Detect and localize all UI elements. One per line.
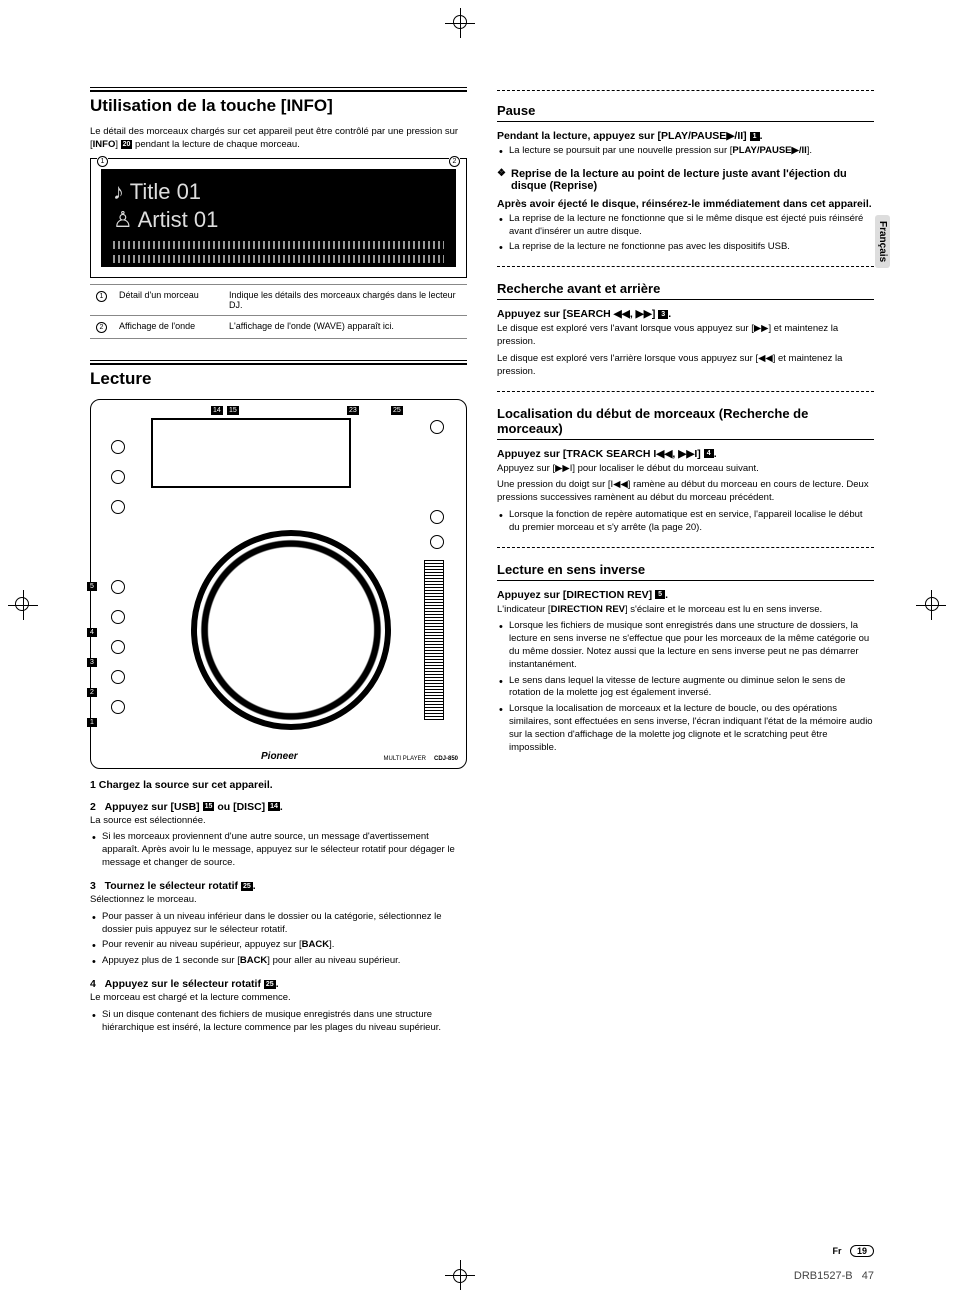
section-title-lecture: Lecture — [90, 363, 467, 389]
step-3-head: 3 Tournez le sélecteur rotatif 25. — [90, 880, 467, 892]
list-item: Lorsque la fonction de repère automatiqu… — [509, 509, 874, 535]
dev-num: 5 — [87, 582, 97, 591]
device-diagram: 14 15 23 25 5 4 3 2 1 Pioneer MULTI PLAY… — [90, 399, 467, 769]
list-item: Appuyez plus de 1 seconde sur [BACK] pou… — [102, 955, 467, 968]
reg-mark — [453, 15, 467, 29]
pause-instruction: Pendant la lecture, appuyez sur [PLAY/PA… — [497, 130, 874, 142]
search-instruction: Appuyez sur [SEARCH ◀◀, ▶▶] 3. — [497, 308, 874, 320]
dev-num: 4 — [87, 628, 97, 637]
right-column: Pause Pendant la lecture, appuyez sur [P… — [497, 90, 874, 1037]
row-num: 1 — [96, 291, 107, 302]
info-intro: Le détail des morceaux chargés sur cet a… — [90, 126, 467, 152]
step-3-text: Sélectionnez le morceau. — [90, 894, 467, 907]
dev-num: 2 — [87, 688, 97, 697]
step-2-text: La source est sélectionnée. — [90, 815, 467, 828]
track-list: Lorsque la fonction de repère automatiqu… — [497, 509, 874, 535]
list-item: Lorsque la localisation de morceaux et l… — [509, 703, 874, 754]
list-item: La reprise de la lecture ne fonctionne q… — [509, 213, 874, 239]
sub-title-track: Localisation du début de morceaux (Reche… — [497, 406, 874, 440]
row-label: Affichage de l'onde — [113, 315, 223, 338]
list-item: Pour revenir au niveau supérieur, appuye… — [102, 939, 467, 952]
page-number: Fr 19 — [832, 1246, 874, 1256]
multi-label: MULTI PLAYER — [384, 756, 426, 762]
display-title: ♪ Title 01 — [113, 179, 444, 205]
step-3-list: Pour passer à un niveau inférieur dans l… — [90, 911, 467, 968]
dev-num: 15 — [227, 406, 239, 415]
track-instruction: Appuyez sur [TRACK SEARCH I◀◀, ▶▶I] 4. — [497, 448, 874, 460]
search-p2: Le disque est exploré vers l'arrière lor… — [497, 353, 874, 379]
reg-mark — [453, 1269, 467, 1283]
divider — [497, 391, 874, 392]
divider — [497, 547, 874, 548]
sub-title-reverse: Lecture en sens inverse — [497, 562, 874, 581]
page-content: Utilisation de la touche [INFO] Le détai… — [90, 90, 874, 1037]
reprise-instruction: Après avoir éjecté le disque, réinsérez-… — [497, 198, 874, 210]
dev-num: 3 — [87, 658, 97, 667]
list-item: Si un disque contenant des fichiers de m… — [102, 1009, 467, 1035]
display-waveform — [113, 241, 444, 263]
search-p1: Le disque est exploré vers l'avant lorsq… — [497, 323, 874, 349]
left-column: Utilisation de la touche [INFO] Le détai… — [90, 90, 467, 1037]
table-row: 1 Détail d'un morceau Indique les détail… — [90, 284, 467, 315]
divider — [497, 90, 874, 91]
reverse-instruction: Appuyez sur [DIRECTION REV] 5. — [497, 589, 874, 601]
dev-num: 1 — [87, 718, 97, 727]
reg-mark — [925, 597, 939, 611]
pause-list: La lecture se poursuit par une nouvelle … — [497, 145, 874, 158]
reprise-head: Reprise de la lecture au point de lectur… — [497, 168, 874, 192]
sub-title-search: Recherche avant et arrière — [497, 281, 874, 300]
list-item: Le sens dans lequel la vitesse de lectur… — [509, 675, 874, 701]
language-tab: Français — [875, 215, 890, 268]
step-2-list: Si les morceaux proviennent d'une autre … — [90, 831, 467, 869]
table-row: 2 Affichage de l'onde L'affichage de l'o… — [90, 315, 467, 338]
step-4-list: Si un disque contenant des fichiers de m… — [90, 1009, 467, 1035]
row-num: 2 — [96, 322, 107, 333]
step-1-head: 1 Chargez la source sur cet appareil. — [90, 779, 467, 791]
callout-1: 1 — [97, 155, 108, 167]
reverse-list: Lorsque les fichiers de musique sont enr… — [497, 620, 874, 754]
callout-2: 2 — [449, 155, 460, 167]
step-2-head: 2 Appuyez sur [USB] 15 ou [DISC] 14. — [90, 801, 467, 813]
reg-mark — [15, 597, 29, 611]
row-desc: Indique les détails des morceaux chargés… — [223, 284, 467, 315]
step-4-head: 4 Appuyez sur le sélecteur rotatif 25. — [90, 978, 467, 990]
step-4-text: Le morceau est chargé et la lecture comm… — [90, 992, 467, 1005]
section-title-info: Utilisation de la touche [INFO] — [90, 90, 467, 116]
brand-label: Pioneer — [261, 751, 298, 762]
track-p2: Une pression du doigt sur [I◀◀] ramène a… — [497, 479, 874, 505]
list-item: Lorsque les fichiers de musique sont enr… — [509, 620, 874, 671]
row-label: Détail d'un morceau — [113, 284, 223, 315]
sub-title-pause: Pause — [497, 103, 874, 122]
dev-num: 23 — [347, 406, 359, 415]
divider — [497, 266, 874, 267]
display-artist: ♙ Artist 01 — [113, 207, 444, 233]
list-item: La lecture se poursuit par une nouvelle … — [509, 145, 874, 158]
reprise-list: La reprise de la lecture ne fonctionne q… — [497, 213, 874, 254]
info-table: 1 Détail d'un morceau Indique les détail… — [90, 284, 467, 339]
tempo-slider — [424, 560, 444, 720]
dev-num: 14 — [211, 406, 223, 415]
list-item: Pour passer à un niveau inférieur dans l… — [102, 911, 467, 937]
row-desc: L'affichage de l'onde (WAVE) apparaît ic… — [223, 315, 467, 338]
list-item: La reprise de la lecture ne fonctionne p… — [509, 241, 874, 254]
reverse-p: L'indicateur [DIRECTION REV] s'éclaire e… — [497, 604, 874, 617]
list-item: Si les morceaux proviennent d'une autre … — [102, 831, 467, 869]
display-screenshot: 1 2 ♪ Title 01 ♙ Artist 01 — [90, 158, 467, 278]
model-label: CDJ-850 — [434, 756, 458, 762]
dev-num: 25 — [391, 406, 403, 415]
track-p1: Appuyez sur [▶▶I] pour localiser le débu… — [497, 463, 874, 476]
doc-footer: DRB1527-B 47 — [794, 1270, 874, 1282]
